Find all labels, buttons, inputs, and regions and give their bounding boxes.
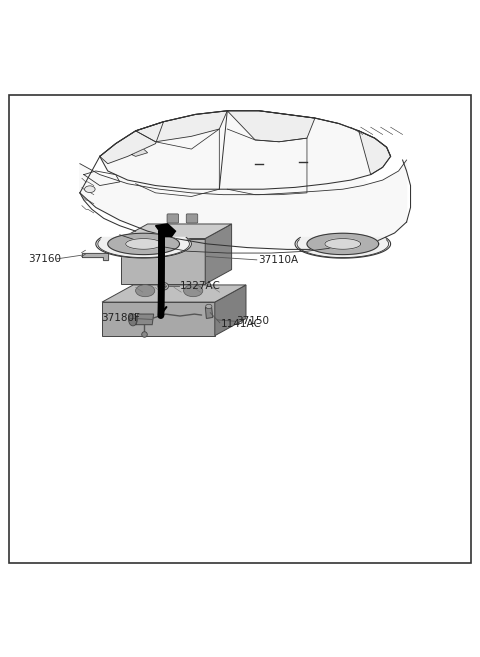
Polygon shape (307, 233, 379, 255)
Ellipse shape (205, 304, 212, 309)
Polygon shape (82, 253, 108, 260)
FancyBboxPatch shape (167, 214, 179, 223)
Ellipse shape (160, 284, 167, 288)
Polygon shape (215, 285, 246, 336)
Ellipse shape (84, 186, 95, 193)
Polygon shape (108, 233, 180, 255)
Polygon shape (80, 140, 407, 250)
Polygon shape (121, 224, 231, 238)
Text: 37150: 37150 (237, 316, 270, 327)
Polygon shape (126, 238, 162, 249)
Text: 37180F: 37180F (101, 313, 140, 323)
FancyBboxPatch shape (186, 214, 198, 223)
Polygon shape (121, 238, 205, 284)
Polygon shape (136, 314, 154, 325)
Polygon shape (325, 238, 361, 249)
Polygon shape (205, 308, 213, 319)
Text: 37110A: 37110A (258, 255, 298, 265)
Ellipse shape (135, 284, 155, 297)
Polygon shape (228, 111, 315, 142)
Polygon shape (102, 285, 246, 302)
Polygon shape (100, 111, 391, 189)
Polygon shape (80, 160, 407, 250)
Ellipse shape (183, 284, 203, 297)
Polygon shape (100, 122, 164, 164)
Polygon shape (295, 237, 391, 258)
Polygon shape (156, 224, 176, 237)
Text: 37160: 37160 (28, 254, 61, 264)
Polygon shape (205, 224, 231, 284)
Ellipse shape (129, 314, 137, 326)
Polygon shape (102, 302, 215, 336)
Polygon shape (132, 149, 148, 156)
Text: 1327AC: 1327AC (180, 281, 221, 291)
Ellipse shape (158, 283, 168, 290)
Polygon shape (136, 111, 228, 142)
Polygon shape (96, 237, 192, 258)
Text: 1141AC: 1141AC (221, 319, 262, 328)
Polygon shape (359, 131, 391, 175)
